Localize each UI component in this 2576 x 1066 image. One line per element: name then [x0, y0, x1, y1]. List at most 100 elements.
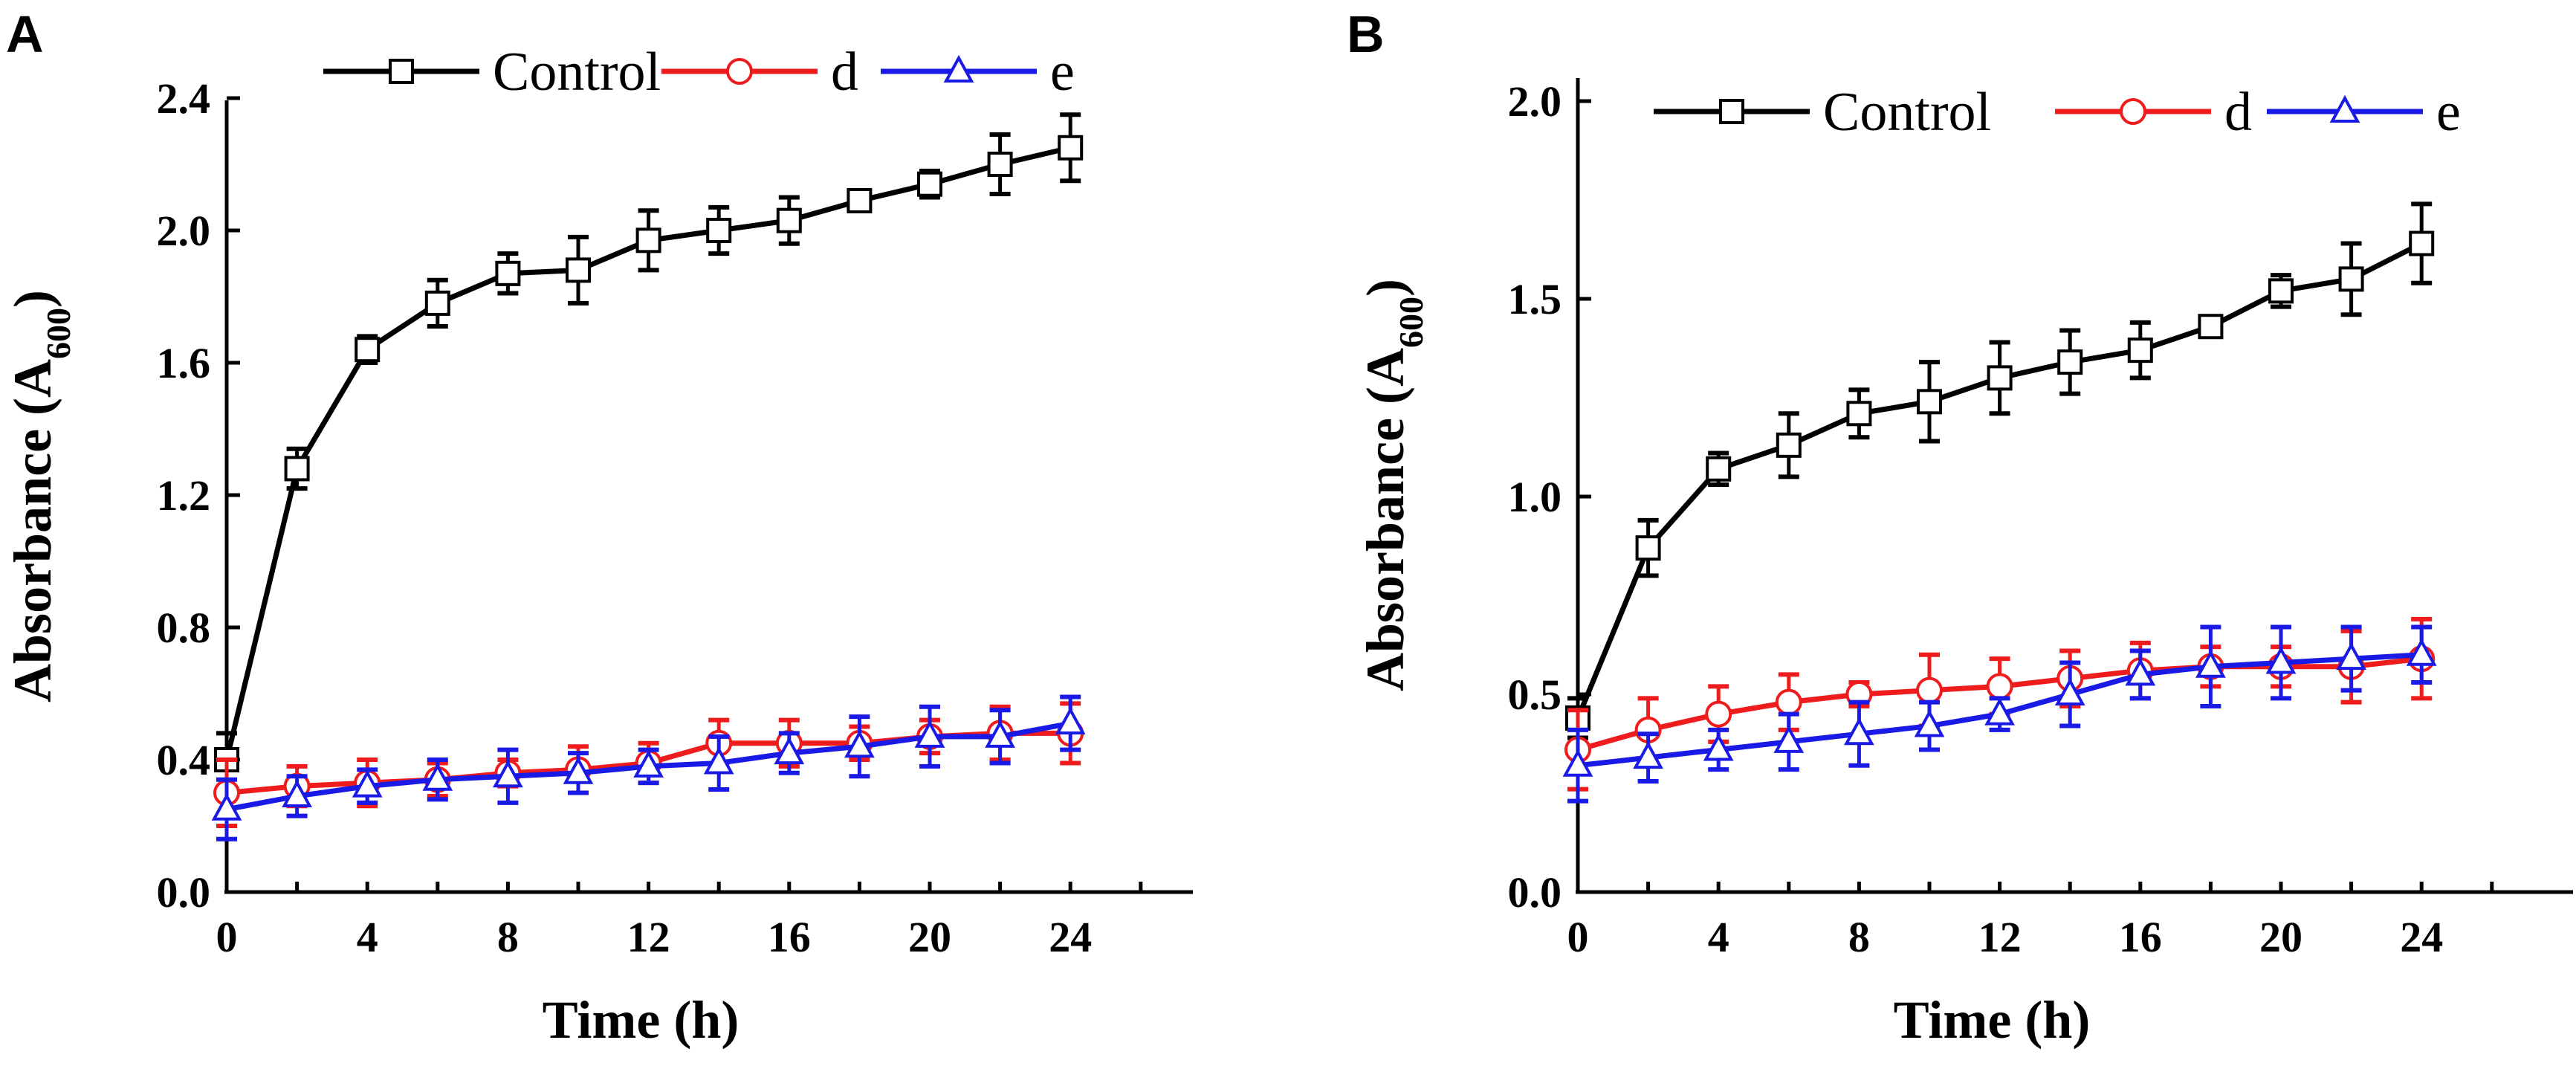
marker-control-2: [355, 337, 381, 363]
marker-legend-e-2: [2329, 94, 2360, 123]
marker-control-2: [1706, 456, 1732, 482]
marker-e-9: [844, 730, 875, 758]
marker-e-12: [2406, 638, 2437, 666]
marker-control-12: [1058, 135, 1084, 161]
x-tick-label: 20: [908, 913, 951, 961]
x-tick-label: 4: [1708, 913, 1729, 961]
marker-e-5: [1914, 709, 1945, 737]
marker-control-10: [917, 171, 942, 197]
panel-b: B 0.0 0.5 1.0 1.5 2.0 0 4 8 12 16 20 24 Time (h) Absor…: [1347, 5, 2573, 1050]
y-tick-label: 1.6: [157, 339, 211, 387]
marker-e-3: [1773, 725, 1805, 753]
legend-label-control: Control: [1823, 82, 1991, 143]
legend-label-d: d: [2224, 82, 2252, 143]
x-tick-label: 12: [1978, 913, 2022, 961]
marker-e-3: [422, 763, 453, 791]
legend-label-d: d: [831, 42, 858, 103]
marker-e-11: [985, 720, 1015, 748]
marker-e-9: [2195, 650, 2226, 678]
x-tick-label: 16: [768, 913, 811, 961]
y-tick-label: 0.0: [157, 868, 211, 917]
marker-e-2: [1703, 733, 1734, 761]
y-tick-label: 2.4: [157, 74, 211, 123]
x-tick-label: 8: [497, 913, 519, 961]
marker-e-10: [2265, 646, 2297, 674]
marker-e-8: [774, 736, 805, 765]
series-control: [1565, 201, 2435, 740]
x-tick-label: 16: [2119, 913, 2162, 961]
marker-control-11: [2338, 266, 2364, 292]
marker-e-7: [2054, 677, 2085, 705]
y-tick-label: 2.0: [1508, 77, 1562, 126]
marker-control-5: [566, 257, 591, 283]
marker-e-12: [1055, 706, 1086, 735]
marker-e-6: [633, 749, 664, 778]
y-tick-label: 1.2: [157, 471, 211, 520]
series-line-control: [1575, 241, 2423, 720]
x-tick-label: 24: [1049, 913, 1092, 961]
marker-e-11: [2336, 642, 2366, 671]
marker-e-8: [2125, 658, 2156, 686]
marker-e-4: [1844, 717, 1874, 746]
series-control: [214, 112, 1084, 789]
panel-a: A 0.0 0.4 0.8 1.2 1.6 2.0 2.4 0 4 8 12 16 20 24 Time (h…: [3, 5, 1193, 1050]
x-axis-title: Time (h): [1894, 990, 2091, 1050]
marker-control-4: [495, 260, 521, 286]
marker-control-3: [1776, 432, 1802, 458]
marker-control-10: [2268, 278, 2294, 304]
x-tick-label: 24: [2400, 913, 2443, 961]
marker-control-3: [424, 290, 450, 316]
legend-label-control: Control: [493, 42, 661, 103]
marker-control-1: [284, 456, 310, 482]
x-axis-title: Time (h): [543, 990, 740, 1050]
legend: Control d e: [1654, 82, 2461, 143]
marker-d-5: [1916, 676, 1943, 704]
marker-e-2: [352, 769, 383, 798]
y-tick-label: 2.0: [157, 207, 211, 255]
marker-e-0: [1562, 749, 1593, 777]
marker-control-9: [2198, 314, 2224, 340]
marker-control-8: [776, 207, 802, 233]
series-e: [1562, 624, 2437, 804]
marker-e-6: [1984, 697, 2015, 726]
marker-control-12: [2409, 230, 2435, 256]
marker-control-5: [1917, 389, 1942, 415]
marker-control-1: [1635, 535, 1661, 561]
y-tick-label: 0.8: [157, 604, 211, 652]
legend: Control d e: [323, 42, 1075, 103]
marker-e-5: [563, 756, 594, 784]
marker-e-0: [211, 792, 242, 821]
marker-d-3: [1775, 688, 1802, 716]
y-tick-label: 1.5: [1508, 275, 1562, 323]
marker-e-1: [1633, 740, 1663, 769]
x-tick-label: 20: [2259, 913, 2302, 961]
legend-label-e: e: [2436, 82, 2461, 143]
series-e: [211, 694, 1086, 842]
marker-control-4: [1846, 401, 1872, 427]
marker-legend-control-0: [389, 59, 414, 84]
marker-e-1: [282, 779, 312, 807]
y-axis-title: Absorbance (A600): [3, 290, 77, 702]
marker-control-9: [847, 187, 873, 213]
marker-e-10: [914, 720, 945, 748]
y-tick-label: 0.0: [1508, 868, 1562, 917]
marker-control-7: [2057, 349, 2083, 375]
marker-control-6: [635, 227, 661, 253]
y-axis-title: Absorbance (A600): [1356, 279, 1430, 691]
marker-control-8: [2127, 337, 2153, 364]
panel-letter: B: [1347, 5, 1385, 63]
marker-control-7: [706, 218, 732, 243]
x-tick-label: 12: [627, 913, 670, 961]
marker-legend-d-1: [726, 58, 753, 85]
x-tick-label: 0: [216, 913, 238, 961]
marker-e-7: [703, 746, 734, 775]
marker-d-2: [1705, 700, 1732, 728]
marker-legend-control-0: [1719, 99, 1744, 124]
marker-legend-d-1: [2120, 98, 2146, 125]
y-tick-label: 1.0: [1508, 473, 1562, 521]
x-tick-label: 8: [1848, 913, 1870, 961]
marker-control-11: [987, 152, 1013, 177]
marker-control-6: [1987, 365, 2013, 391]
y-tick-label: 0.5: [1508, 671, 1562, 719]
